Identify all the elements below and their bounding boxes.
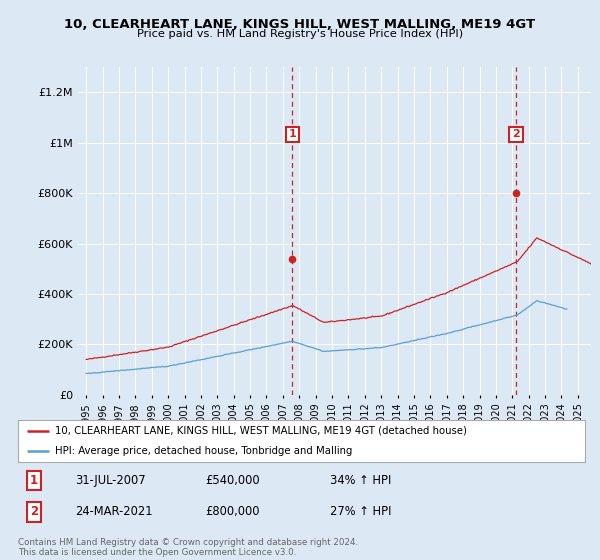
Text: 1: 1 xyxy=(30,474,38,487)
Text: 2: 2 xyxy=(30,505,38,519)
Text: 10, CLEARHEART LANE, KINGS HILL, WEST MALLING, ME19 4GT: 10, CLEARHEART LANE, KINGS HILL, WEST MA… xyxy=(64,18,536,31)
Text: 24-MAR-2021: 24-MAR-2021 xyxy=(75,505,152,519)
Text: £800,000: £800,000 xyxy=(205,505,260,519)
Text: 2: 2 xyxy=(512,129,520,139)
Text: 27% ↑ HPI: 27% ↑ HPI xyxy=(330,505,391,519)
Text: 1: 1 xyxy=(289,129,296,139)
Text: 10, CLEARHEART LANE, KINGS HILL, WEST MALLING, ME19 4GT (detached house): 10, CLEARHEART LANE, KINGS HILL, WEST MA… xyxy=(55,426,467,436)
Text: HPI: Average price, detached house, Tonbridge and Malling: HPI: Average price, detached house, Tonb… xyxy=(55,446,352,456)
Text: Contains HM Land Registry data © Crown copyright and database right 2024.
This d: Contains HM Land Registry data © Crown c… xyxy=(18,538,358,557)
Text: 34% ↑ HPI: 34% ↑ HPI xyxy=(330,474,391,487)
Text: Price paid vs. HM Land Registry's House Price Index (HPI): Price paid vs. HM Land Registry's House … xyxy=(137,29,463,39)
Text: £540,000: £540,000 xyxy=(205,474,260,487)
Text: 31-JUL-2007: 31-JUL-2007 xyxy=(75,474,145,487)
